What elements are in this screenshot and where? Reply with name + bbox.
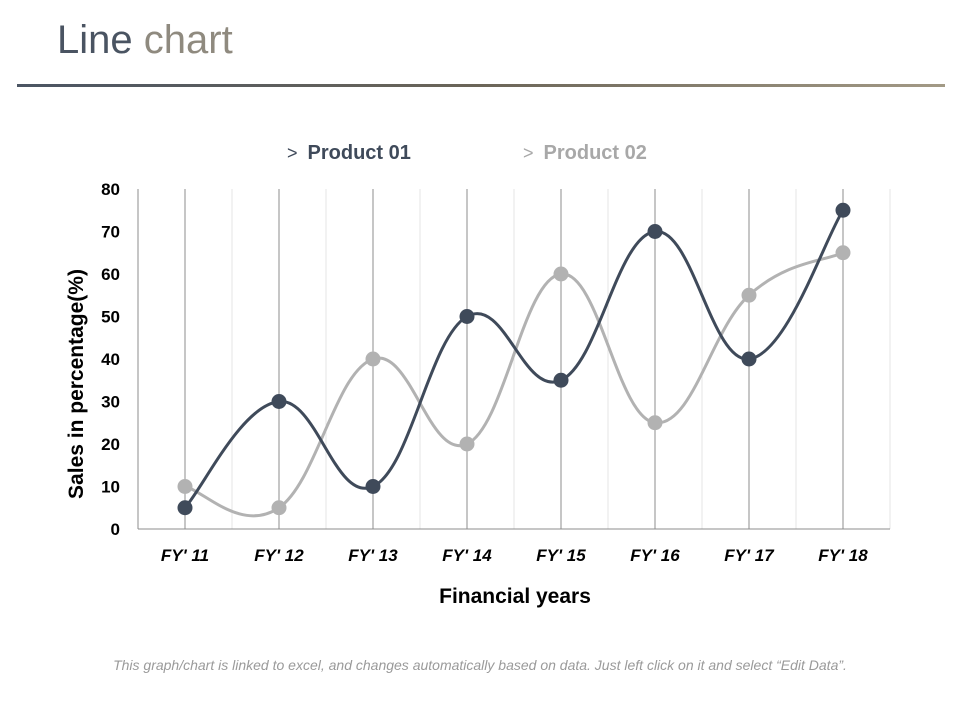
legend-chevron-icon: > [287,143,298,163]
y-tick-label: 50 [101,308,120,327]
x-tick-label: FY' 15 [536,546,586,565]
y-axis-title: Sales in percentage(%) [65,269,88,499]
page-title: Line chart [57,14,233,66]
data-point-product-01 [835,202,851,218]
legend-item-product-01[interactable]: > Product 01 [287,140,411,166]
y-tick-label: 80 [101,180,120,199]
data-point-product-02 [553,266,569,282]
x-tick-label: FY' 12 [254,546,304,565]
title-word-line: Line [57,18,133,62]
x-tick-label: FY' 18 [818,546,868,565]
chart-legend: > Product 01 > Product 02 [0,140,960,166]
x-tick-label: FY' 11 [161,546,209,565]
y-tick-label: 0 [111,520,120,539]
series-line-product-02 [183,251,845,518]
y-tick-label: 40 [101,350,120,369]
legend-label-product-01: Product 01 [307,142,411,164]
x-axis-title: Financial years [439,585,591,608]
data-point-product-01 [271,394,287,409]
legend-item-product-02[interactable]: > Product 02 [523,140,647,166]
data-point-product-01 [647,224,663,239]
data-point-product-02 [647,415,663,431]
x-tick-label: FY' 17 [724,546,775,565]
title-word-chart: chart [143,18,233,62]
x-tick-label: FY' 14 [442,546,492,565]
y-tick-label: 70 [101,223,120,242]
x-tick-label: FY' 16 [630,546,680,565]
y-tick-label: 30 [101,393,120,412]
data-point-product-01 [177,500,193,516]
data-point-product-01 [741,351,757,367]
data-point-product-01 [459,309,475,324]
data-point-product-02 [835,245,851,261]
x-tick-label: FY' 13 [348,546,398,565]
legend-label-product-02: Product 02 [543,142,647,164]
series-line-product-01 [183,208,845,510]
title-divider [17,84,945,87]
y-tick-label: 60 [101,265,120,284]
data-point-product-02 [177,479,193,494]
data-point-product-02 [459,436,475,452]
data-point-product-01 [365,479,381,494]
data-point-product-02 [741,287,757,303]
data-point-product-02 [365,351,381,367]
y-tick-label: 20 [101,435,120,454]
data-point-product-02 [271,500,287,516]
data-point-product-01 [553,372,569,388]
legend-chevron-icon: > [523,143,534,163]
footnote: This graph/chart is linked to excel, and… [113,657,847,673]
y-tick-label: 10 [101,478,120,497]
